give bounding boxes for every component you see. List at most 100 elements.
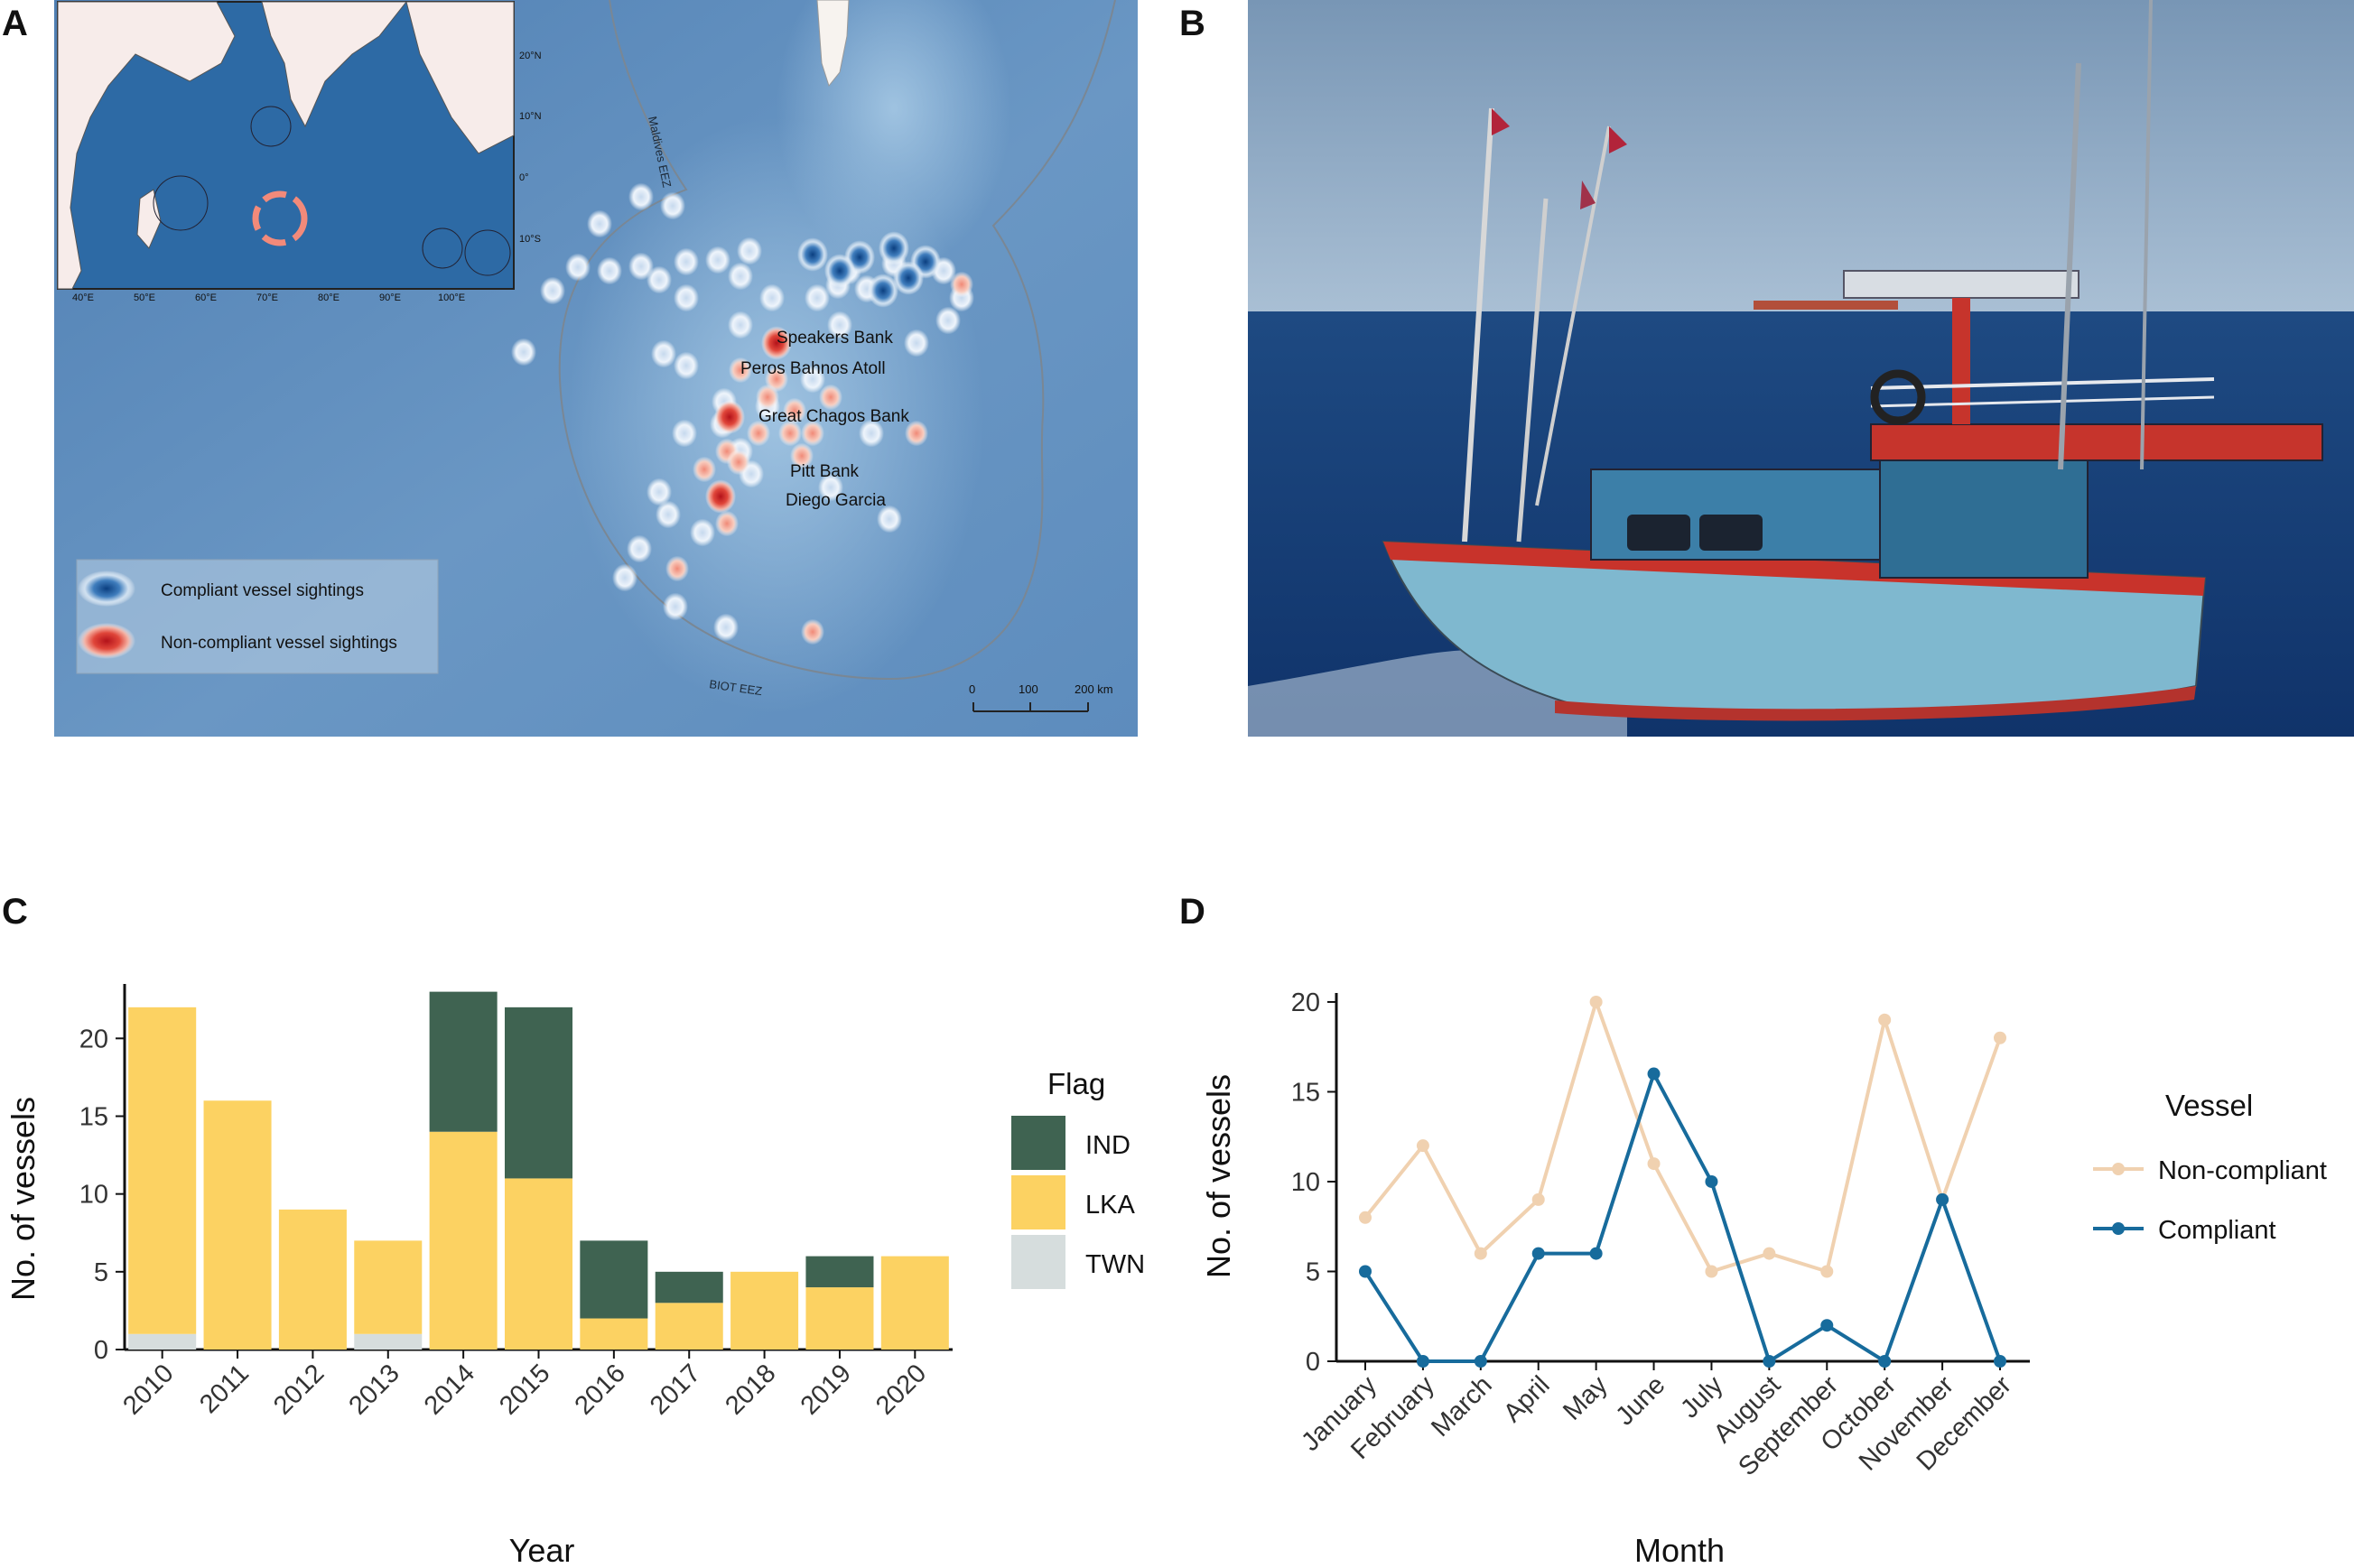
mast-5 — [2140, 0, 2153, 470]
bar-lka-2012 — [278, 1209, 347, 1350]
compliant-sighting — [627, 534, 652, 563]
inset-lon-80e: 80°E — [318, 292, 340, 303]
line-y-tick-label: 15 — [1291, 1078, 1320, 1107]
point-compliant-june — [1647, 1067, 1661, 1081]
vessel-photo-svg — [1248, 0, 2354, 737]
peros-bahnos-label: Peros Bahnos Atoll — [740, 359, 886, 378]
mast-3 — [1535, 125, 1611, 506]
point-compliant-january — [1359, 1265, 1372, 1278]
maldives-land — [816, 0, 850, 88]
point-noncompliant-september — [1820, 1265, 1834, 1278]
line-y-tick-label: 20 — [1291, 988, 1320, 1017]
compliant-sighting — [827, 311, 852, 339]
bar-y-axis-title: No. of vessels — [5, 1097, 42, 1301]
bar-x-tick-label: 2020 — [870, 1359, 932, 1420]
inset-lat-0: 0° — [519, 172, 529, 183]
inset-southeast-asia — [405, 1, 515, 154]
compliant-sighting — [859, 419, 884, 448]
legend-label-twn: TWN — [1085, 1250, 1145, 1279]
point-noncompliant-february — [1416, 1139, 1429, 1153]
line-x-axis-title: Month — [1634, 1532, 1725, 1568]
canopy-post — [1952, 298, 1970, 424]
compliant-sighting — [674, 283, 699, 312]
compliant-sighting — [597, 256, 622, 285]
point-noncompliant-june — [1647, 1157, 1661, 1171]
bar-y-tick-label: 15 — [79, 1102, 108, 1131]
series-line-compliant — [1363, 1069, 2002, 1365]
noncompliant-sighting — [761, 326, 792, 360]
line-y-tick-label: 10 — [1291, 1168, 1320, 1197]
noncompliant-sighting — [905, 420, 928, 447]
bar-lka-2016 — [580, 1318, 648, 1350]
compliant-sighting — [824, 254, 855, 288]
bar-lka-2020 — [880, 1256, 949, 1350]
compliant-sighting — [651, 339, 676, 368]
compliant-sighting — [805, 283, 830, 312]
point-noncompliant-october — [1878, 1013, 1892, 1026]
bar-ind-2016 — [580, 1240, 648, 1319]
legend-label-compliant: Compliant — [2158, 1216, 2276, 1245]
point-noncompliant-march — [1474, 1247, 1487, 1260]
compliant-sighting — [660, 191, 685, 220]
noncompliant-sighting — [729, 357, 752, 384]
great-chagos-label: Great Chagos Bank — [758, 407, 909, 426]
inset-lon-70e: 70°E — [256, 292, 278, 303]
compliant-sighting — [893, 261, 924, 295]
inset-madagascar — [136, 189, 162, 249]
compliant-sighting — [879, 231, 909, 265]
eez-boundary — [558, 0, 1116, 681]
compliant-sighting — [935, 306, 961, 335]
compliant-sighting — [674, 351, 699, 380]
point-noncompliant-january — [1359, 1211, 1372, 1224]
line-legend-title: Vessel — [2165, 1089, 2253, 1122]
legend-label-ind: IND — [1085, 1131, 1130, 1160]
boat-upper-deck — [1870, 423, 2323, 461]
compliant-sighting — [800, 365, 825, 394]
bar-legend-title: Flag — [1047, 1067, 1105, 1100]
legend-dot-compliant — [2112, 1222, 2125, 1235]
panel-label-a: A — [2, 4, 28, 43]
point-noncompliant-may — [1589, 995, 1603, 1008]
speakers-bank-label: Speakers Bank — [777, 329, 893, 348]
line-x-tick-label: May — [1558, 1370, 1614, 1426]
noncompliant-sighting — [715, 510, 739, 537]
compliant-sighting — [690, 518, 715, 547]
panel-label-d: D — [1179, 892, 1205, 932]
legend-swatch-lka — [1011, 1175, 1065, 1229]
compliant-sighting — [904, 329, 929, 357]
compliant-sighting — [737, 237, 762, 265]
legend-swatch-ind — [1011, 1116, 1065, 1170]
pitt-bank-label: Pitt Bank — [790, 462, 860, 481]
bar-lka-2010 — [128, 1007, 197, 1334]
bar-lka-2019 — [805, 1287, 874, 1350]
line-chart-panel: 0 5 10 15 20 January February March April May June… — [1174, 948, 2354, 1568]
compliant-sighting — [672, 419, 697, 448]
bar-ind-2015 — [504, 1007, 573, 1179]
inset-lon-60e: 60°E — [195, 292, 217, 303]
bar-twn-2013 — [354, 1333, 423, 1350]
point-compliant-november — [1936, 1192, 1949, 1206]
noncompliant-sighting — [665, 555, 689, 582]
hull-stripe — [1383, 542, 2205, 596]
bar-x-tick-label: 2015 — [494, 1359, 555, 1420]
noncompliant-sighting — [950, 271, 973, 298]
point-noncompliant-december — [1994, 1031, 2006, 1044]
bar-ind-2014 — [429, 991, 498, 1132]
point-compliant-april — [1531, 1247, 1545, 1260]
sightings-layer — [511, 182, 974, 645]
point-compliant-september — [1820, 1319, 1834, 1332]
legend-dot-noncompliant — [2112, 1163, 2125, 1175]
scale-bar: 0 100 200 km — [969, 682, 1113, 712]
inset-study-area — [252, 190, 308, 246]
compliant-sighting — [728, 262, 753, 291]
compliant-sighting — [628, 252, 654, 281]
line-legend: Vessel Non-compliant Compliant — [2093, 1089, 2327, 1245]
bar-y-tick-label: 5 — [94, 1258, 108, 1287]
compliant-sighting — [511, 338, 536, 366]
hull-waterline — [1555, 686, 2196, 721]
inset-lat-10s: 10°S — [519, 234, 541, 245]
compliant-sighting — [759, 283, 785, 312]
diego-garcia-label: Diego Garcia — [786, 491, 886, 510]
compliant-sighting — [663, 592, 688, 621]
mast-1 — [1462, 107, 1494, 543]
